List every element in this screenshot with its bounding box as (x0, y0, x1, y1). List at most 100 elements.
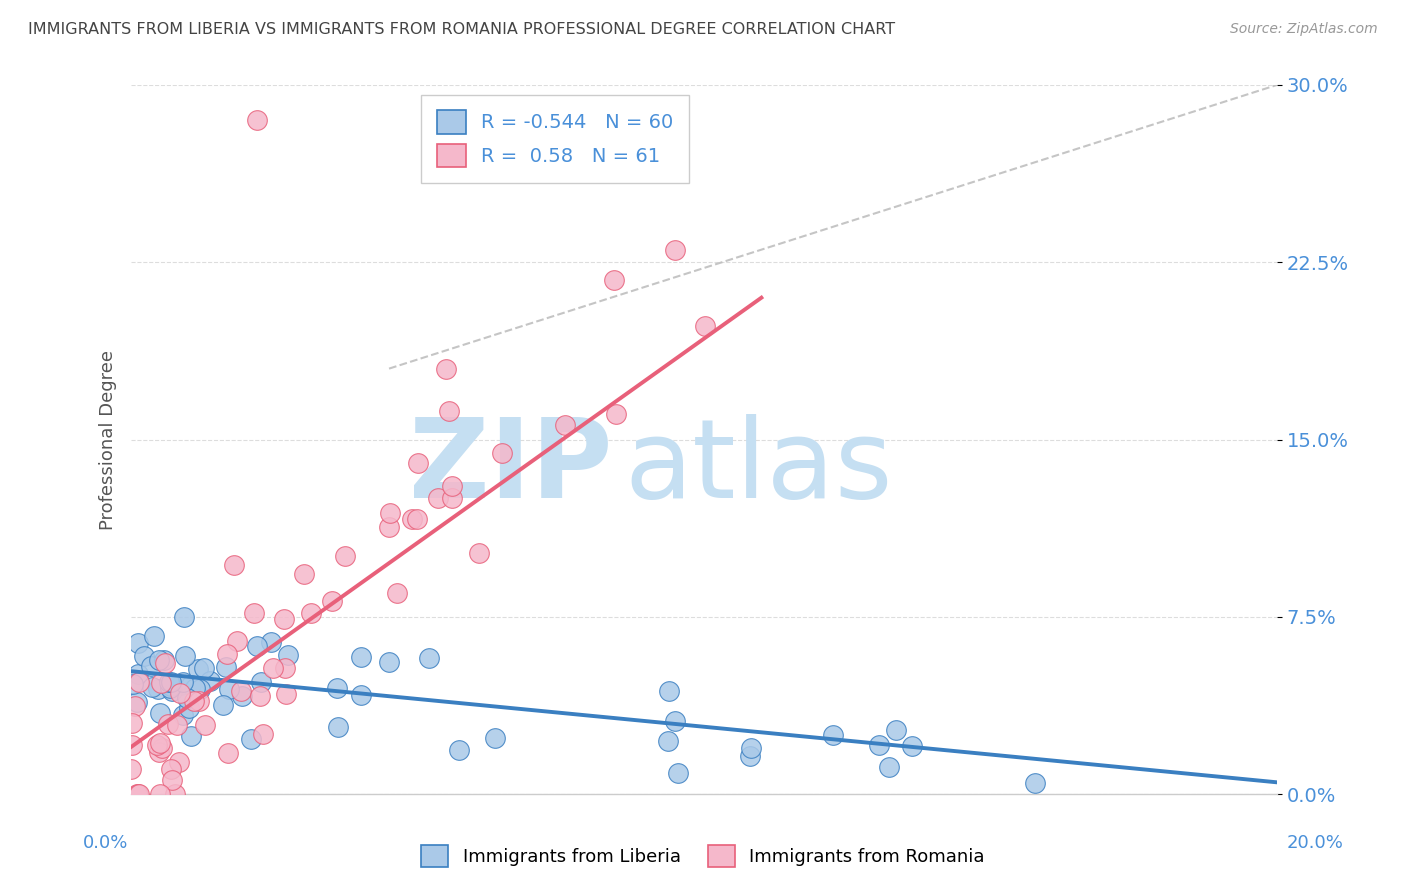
Point (128, 787, 150, 801)
Point (226, 633, 249, 648)
Point (385, 585, 408, 599)
Point (877, 760, 900, 774)
Point (166, 718, 188, 732)
Point (188, 681, 211, 696)
Point (180, 678, 202, 692)
Point (427, 491, 450, 505)
Point (901, 739, 924, 753)
Point (350, 650, 373, 665)
Point (120, 762, 142, 776)
Point (174, 649, 197, 664)
Point (179, 701, 201, 715)
Point (401, 512, 423, 526)
Point (198, 673, 221, 688)
Point (141, 680, 163, 694)
Point (321, 594, 343, 608)
Point (122, 677, 145, 691)
Point (127, 787, 149, 801)
Point (218, 681, 240, 696)
Point (128, 674, 150, 689)
Point (172, 707, 194, 722)
Point (249, 690, 271, 704)
Point (156, 717, 179, 731)
Text: IMMIGRANTS FROM LIBERIA VS IMMIGRANTS FROM ROMANIA PROFESSIONAL DEGREE CORRELATI: IMMIGRANTS FROM LIBERIA VS IMMIGRANTS FR… (28, 22, 896, 37)
Point (183, 694, 205, 708)
Point (246, 639, 269, 653)
Point (153, 656, 176, 670)
Point (139, 659, 162, 673)
Point (326, 720, 349, 734)
Text: 20.0%: 20.0% (1286, 834, 1343, 852)
Point (187, 662, 209, 676)
Point (326, 681, 349, 695)
Point (441, 491, 464, 505)
Point (149, 706, 172, 720)
Point (121, 739, 143, 753)
Point (170, 678, 193, 692)
Point (173, 610, 195, 624)
Point (231, 684, 253, 698)
Point (176, 691, 198, 706)
Point (884, 723, 907, 738)
Point (152, 653, 174, 667)
Point (554, 417, 576, 432)
Point (194, 718, 217, 732)
Point (150, 676, 173, 690)
Point (124, 699, 146, 714)
Point (127, 787, 149, 801)
Point (148, 746, 170, 760)
Point (821, 727, 844, 741)
Text: ZIP: ZIP (409, 415, 613, 522)
Point (187, 694, 209, 708)
Point (127, 695, 149, 709)
Point (484, 731, 506, 745)
Point (418, 651, 440, 665)
Point (157, 675, 180, 690)
Point (274, 661, 297, 675)
Point (172, 674, 194, 689)
Point (212, 698, 235, 712)
Point (239, 731, 262, 746)
Point (159, 681, 181, 696)
Point (664, 244, 686, 258)
Point (160, 674, 183, 689)
Point (658, 684, 681, 698)
Point (299, 606, 322, 620)
Point (121, 716, 143, 731)
Point (602, 273, 624, 287)
Point (350, 688, 373, 702)
Point (127, 636, 149, 650)
Text: 0.0%: 0.0% (83, 834, 128, 852)
Point (222, 558, 245, 572)
Point (406, 456, 429, 470)
Point (449, 743, 471, 757)
Point (437, 404, 460, 418)
Point (605, 407, 627, 421)
Point (664, 714, 686, 728)
Point (260, 635, 283, 649)
Point (127, 666, 149, 681)
Point (740, 741, 762, 756)
Point (277, 648, 299, 663)
Point (378, 520, 401, 534)
Point (149, 787, 172, 801)
Point (468, 546, 491, 560)
Point (440, 479, 463, 493)
Point (292, 566, 315, 581)
Point (215, 647, 238, 661)
Point (491, 446, 513, 460)
Point (250, 675, 273, 690)
Y-axis label: Professional Degree: Professional Degree (100, 350, 117, 530)
Text: Source: ZipAtlas.com: Source: ZipAtlas.com (1230, 22, 1378, 37)
Point (160, 772, 183, 787)
Point (169, 755, 191, 769)
Point (868, 738, 890, 752)
Point (406, 512, 429, 526)
Point (273, 612, 295, 626)
Point (160, 763, 183, 777)
Point (165, 787, 187, 801)
Point (146, 682, 169, 697)
Point (150, 741, 173, 756)
Point (148, 652, 170, 666)
Point (132, 649, 155, 664)
